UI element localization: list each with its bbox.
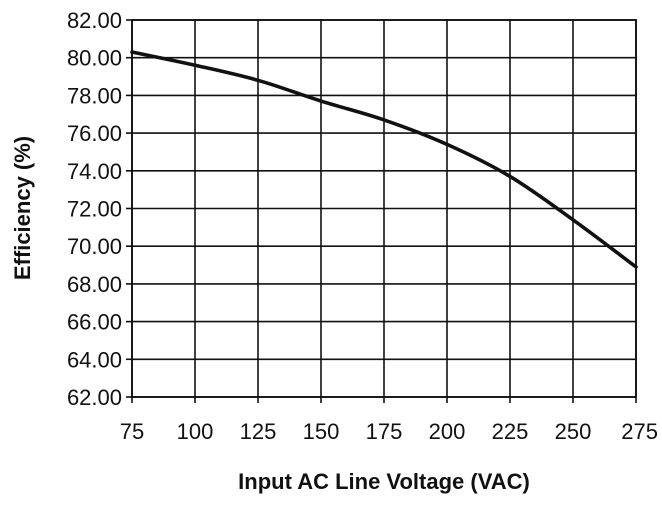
x-tick-label: 250 <box>555 419 592 444</box>
y-tick-label: 70.00 <box>67 234 122 259</box>
plot-area-border <box>131 19 637 398</box>
y-tick-label: 64.00 <box>67 347 122 372</box>
series-layer <box>130 50 638 269</box>
y-tick-label: 66.00 <box>67 310 122 335</box>
y-tick-label: 80.00 <box>67 46 122 71</box>
plot-frame <box>131 19 637 398</box>
x-tick-label: 75 <box>120 419 144 444</box>
y-tick-label: 78.00 <box>67 83 122 108</box>
x-axis-tick-labels: 75 100 125 150 175 200 225 250 275 <box>120 419 658 444</box>
x-tick-label: 100 <box>177 419 214 444</box>
y-tick-label: 68.00 <box>67 272 122 297</box>
x-tick-label: 150 <box>303 419 340 444</box>
y-axis-title: Efficiency (%) <box>10 136 35 280</box>
efficiency-series-line <box>130 50 638 269</box>
y-tick-label: 62.00 <box>67 385 122 410</box>
x-tick-label: 125 <box>240 419 277 444</box>
y-tick-label: 72.00 <box>67 197 122 222</box>
x-tick-label: 225 <box>492 419 529 444</box>
y-tick-label: 82.00 <box>67 8 122 33</box>
x-tick-label: 200 <box>429 419 466 444</box>
y-tick-label: 76.00 <box>67 121 122 146</box>
x-tick-label: 175 <box>366 419 403 444</box>
x-axis-title: Input AC Line Voltage (VAC) <box>238 469 530 494</box>
y-axis-tick-labels: 62.00 64.00 66.00 68.00 70.00 72.00 74.00 76.00… <box>67 8 122 410</box>
y-tick-label: 74.00 <box>67 159 122 184</box>
x-tick-label: 275 <box>621 419 658 444</box>
